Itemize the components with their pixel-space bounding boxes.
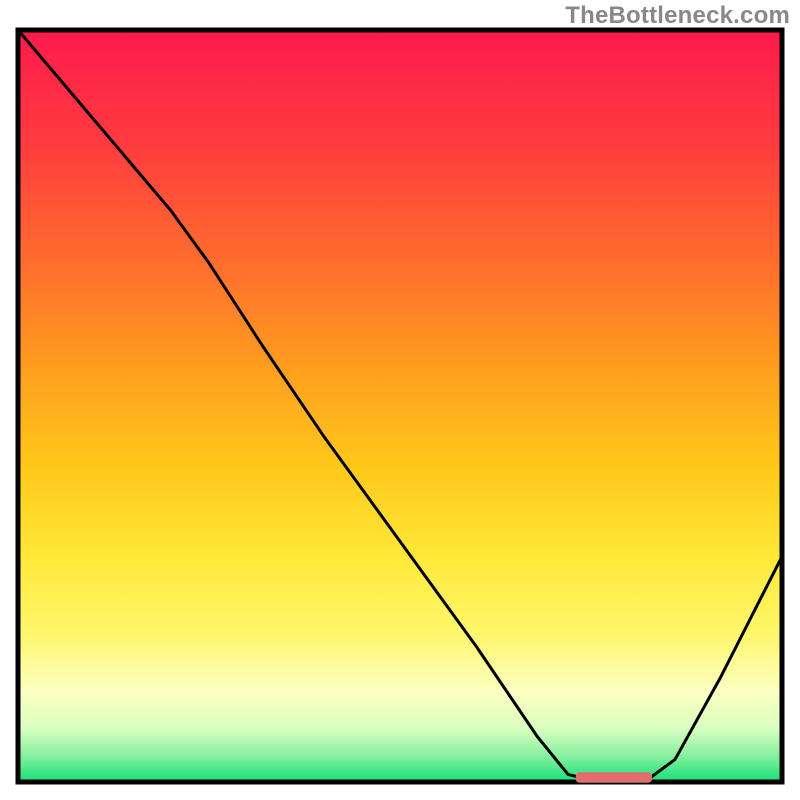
background-gradient	[18, 30, 782, 782]
bottleneck-chart	[0, 0, 800, 800]
optimal-marker	[576, 772, 652, 783]
chart-container: TheBottleneck.com	[0, 0, 800, 800]
